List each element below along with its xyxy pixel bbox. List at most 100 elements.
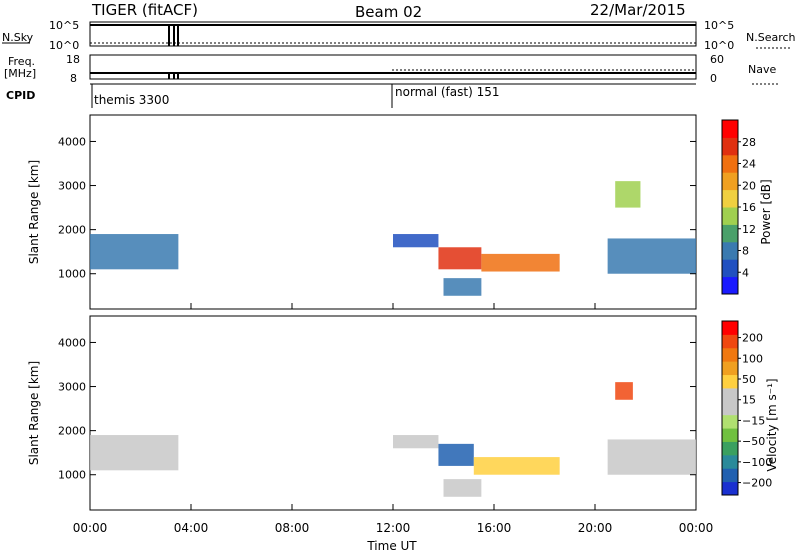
colorbar-swatch [722, 361, 738, 376]
colorbar-tick-label: 15 [742, 394, 756, 407]
site-title: TIGER (fitACF) [91, 1, 198, 19]
colorbar-swatch [722, 374, 738, 389]
x-tick-label: 16:00 [477, 521, 512, 535]
data-region [473, 457, 560, 475]
freq-gap-bar [177, 73, 179, 79]
y-tick-label: 4000 [58, 336, 86, 349]
data-region [607, 439, 696, 475]
colorbar-tick-label: 4 [742, 266, 749, 279]
data-region [481, 253, 560, 272]
nsky-tick-top: 10^5 [49, 19, 79, 32]
y-tick-label: 1000 [58, 469, 86, 482]
y-tick-label: 3000 [58, 180, 86, 193]
freq-label-2: [MHz] [4, 67, 36, 80]
x-tick-label: 00:00 [679, 521, 714, 535]
y-tick-label: 2000 [58, 425, 86, 438]
colorbar-swatch [722, 241, 738, 260]
cpid-label: CPID [6, 89, 35, 102]
velocity-colorbar-label: Velocity [m s⁻¹] [765, 378, 779, 471]
data-region [607, 238, 696, 274]
nsky-gap-bar [173, 25, 175, 46]
nsky-panel: N.Sky 10^5 10^0 10^5 10^0 N.Search [2, 19, 796, 52]
colorbar-tick-label: −50 [742, 435, 765, 448]
power-y-ticks: 1000 2000 3000 4000 [58, 135, 696, 281]
x-tick-label: 04:00 [174, 521, 209, 535]
nsky-tick-bottom: 10^0 [49, 39, 79, 52]
freq-tick-top: 18 [66, 53, 80, 66]
power-colorbar-label: Power [dB] [759, 179, 773, 244]
colorbar-swatch [722, 154, 738, 173]
colorbar-swatch [722, 207, 738, 225]
x-tick-label: 12:00 [376, 521, 411, 535]
colorbar-swatch [722, 401, 738, 416]
velocity-colorbar: 200 100 50 15 −15 −50 −100 −200 [721, 320, 772, 496]
colorbar-tick-label: 12 [742, 223, 756, 236]
colorbar-swatch [722, 276, 738, 295]
x-tick-label: 00:00 [73, 521, 108, 535]
cpid-panel: CPID themis 3300 normal (fast) 151 [6, 83, 696, 108]
colorbar-tick-label: 24 [742, 158, 756, 171]
nsky-label: N.Sky [2, 31, 34, 44]
y-tick-label: 3000 [58, 381, 86, 394]
freq-tick-bottom: 8 [70, 72, 77, 85]
power-data [90, 181, 696, 296]
colorbar-tick-label: −200 [742, 477, 772, 490]
time-axis: 00:00 04:00 08:00 12:00 16:00 20:00 00:00 [73, 303, 714, 535]
velocity-y-axis-label: Slant Range [km] [27, 361, 41, 465]
freq-panel: Freq. [MHz] 18 8 60 0 Nave [4, 53, 780, 85]
colorbar-swatch [722, 454, 738, 469]
nsearch-tick-top: 10^5 [704, 19, 734, 32]
colorbar-swatch [722, 481, 738, 496]
colorbar-tick-label: 28 [742, 136, 756, 149]
colorbar-tick-label: 100 [742, 352, 763, 365]
cpid-mode-2: normal (fast) 151 [395, 85, 499, 99]
freq-label-1: Freq. [8, 55, 35, 68]
x-tick-label: 20:00 [578, 521, 613, 535]
velocity-data [90, 382, 696, 497]
data-region [393, 234, 439, 248]
x-axis-label: Time UT [366, 539, 417, 553]
colorbar-swatch [722, 414, 738, 429]
nsky-gap-bar [177, 25, 179, 46]
colorbar-swatch [722, 120, 738, 138]
nave-label: Nave [748, 63, 776, 76]
data-region [443, 479, 482, 497]
colorbar-tick-label: 8 [742, 245, 749, 258]
y-tick-label: 2000 [58, 224, 86, 237]
data-region [615, 382, 633, 400]
velocity-y-ticks: 1000 2000 3000 4000 [58, 336, 696, 482]
nave-tick-bottom: 0 [710, 72, 717, 85]
velocity-frame [89, 315, 697, 511]
colorbar-swatch [722, 441, 738, 456]
colorbar-swatch [722, 137, 738, 156]
colorbar-swatch [722, 224, 738, 243]
colorbar-swatch [722, 189, 738, 208]
nsearch-tick-bottom: 10^0 [704, 39, 734, 52]
nsearch-label: N.Search [746, 31, 796, 44]
data-region [443, 278, 482, 296]
power-panel: 1000 2000 3000 4000 Slant Range [km] [27, 114, 697, 310]
beam-title: Beam 02 [355, 3, 422, 21]
colorbar-tick-label: −15 [742, 414, 765, 427]
data-region [90, 234, 179, 270]
colorbar-tick-label: 20 [742, 179, 756, 192]
colorbar-swatch [722, 172, 738, 191]
colorbar-tick-label: −100 [742, 456, 772, 469]
freq-frame [89, 54, 697, 80]
colorbar-swatch [722, 334, 738, 349]
date-title: 22/Mar/2015 [590, 1, 686, 19]
velocity-panel: 1000 2000 3000 4000 Slant Range [km] [27, 315, 697, 511]
power-frame [89, 114, 697, 310]
data-region [90, 435, 179, 471]
y-tick-label: 1000 [58, 268, 86, 281]
freq-gap-bar [173, 73, 175, 79]
data-region [438, 247, 482, 270]
colorbar-swatch [722, 259, 738, 278]
colorbar-swatch [722, 387, 738, 402]
y-tick-label: 4000 [58, 135, 86, 148]
freq-gap-bar [168, 73, 170, 79]
x-tick-label: 08:00 [275, 521, 310, 535]
data-region [393, 435, 439, 449]
colorbar-swatch [722, 468, 738, 483]
